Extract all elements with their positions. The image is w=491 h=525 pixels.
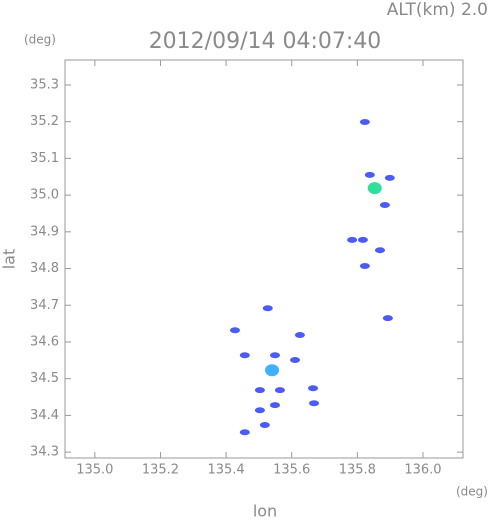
x-tick-label: 135.2 [142, 463, 179, 478]
chart-title: 2012/09/14 04:07:40 [149, 29, 382, 54]
echo-cell [347, 236, 358, 243]
echo-cell [384, 174, 395, 181]
x-tick-label: 135.4 [207, 463, 244, 478]
plot-frame [64, 59, 464, 459]
y-axis-label: lat [0, 249, 19, 270]
echo-cell [290, 356, 301, 363]
echo-cell [367, 182, 382, 195]
x-unit: (deg) [456, 485, 488, 499]
y-tick-label: 35.3 [30, 77, 59, 92]
echo-cell [294, 332, 305, 339]
x-tick-label: 135.6 [273, 463, 310, 478]
echo-cell [269, 352, 280, 359]
y-tick-label: 35.0 [30, 188, 59, 203]
echo-cell [379, 202, 390, 209]
y-tick-label: 34.7 [30, 298, 59, 313]
x-tick-label: 135.8 [339, 463, 376, 478]
y-tick-label: 34.5 [30, 371, 59, 386]
x-axis-label: lon [253, 502, 277, 521]
echo-cell [254, 387, 265, 394]
echo-cell [254, 407, 265, 414]
echo-cell [229, 327, 240, 334]
echo-cell [239, 429, 250, 436]
y-unit: (deg) [24, 33, 56, 47]
echo-cell [259, 421, 270, 428]
echo-cell [357, 236, 368, 243]
y-tick-label: 34.9 [30, 224, 59, 239]
echo-cell [374, 247, 385, 254]
echo-cell [359, 262, 370, 269]
y-tick-label: 34.4 [30, 408, 59, 423]
x-tick-label: 136.0 [404, 463, 441, 478]
y-tick-label: 35.2 [30, 114, 59, 129]
echo-cell [309, 400, 320, 407]
echo-cell [308, 385, 319, 392]
echo-cell [269, 402, 280, 409]
x-tick-label: 135.0 [76, 463, 113, 478]
echo-cell [382, 315, 393, 322]
chart-subtitle: ALT(km) 2.0 [387, 0, 488, 20]
y-tick-label: 35.1 [30, 151, 59, 166]
echo-cell [364, 171, 375, 178]
echo-cell [262, 305, 273, 312]
echo-cell [239, 352, 250, 359]
echo-cell [359, 119, 370, 126]
y-tick-label: 34.3 [30, 445, 59, 460]
echo-cell [265, 364, 280, 377]
echo-cell [274, 387, 285, 394]
y-tick-label: 34.8 [30, 261, 59, 276]
y-tick-label: 34.6 [30, 334, 59, 349]
